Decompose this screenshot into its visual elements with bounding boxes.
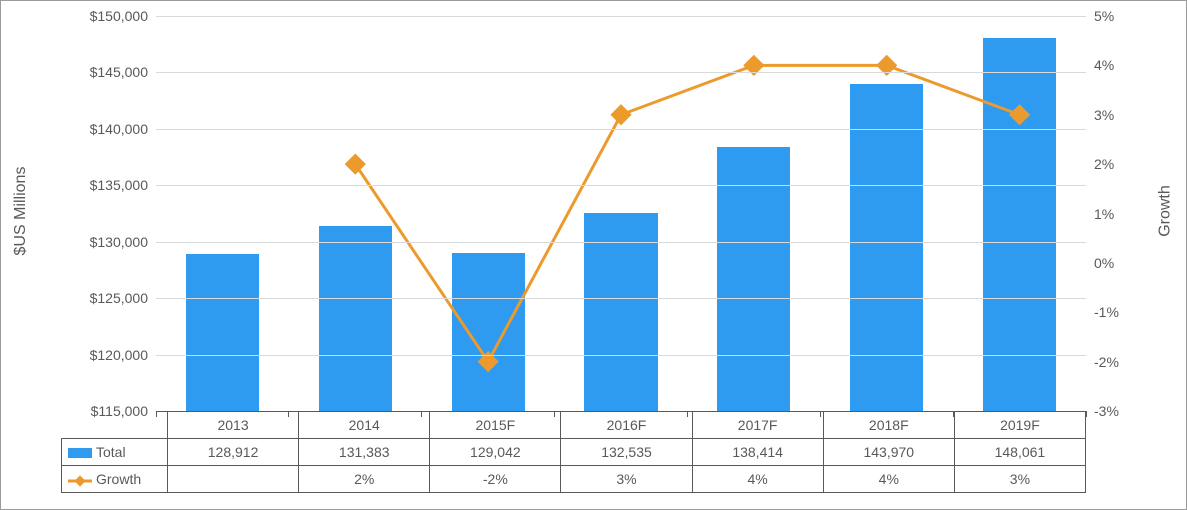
legend-total-label: Total — [96, 444, 126, 460]
category-header: 2018F — [823, 412, 954, 439]
y2-tick-label: -3% — [1094, 403, 1119, 419]
growth-marker-diamond-icon — [345, 154, 365, 174]
gridline — [156, 355, 1086, 356]
category-header: 2015F — [430, 412, 561, 439]
gridline — [156, 72, 1086, 73]
y1-tick-label: $115,000 — [91, 403, 148, 419]
y1-tick-label: $145,000 — [90, 64, 148, 80]
total-cell: 131,383 — [299, 439, 430, 466]
growth-cell: -2% — [430, 466, 561, 493]
total-row: Total 128,912 131,383 129,042 132,535 13… — [62, 439, 1086, 466]
legend-growth-label: Growth — [96, 471, 141, 487]
y1-tick-label: $125,000 — [90, 290, 148, 306]
growth-line — [355, 65, 1019, 361]
growth-marker-diamond-icon — [611, 105, 631, 125]
growth-marker-diamond-icon — [1010, 105, 1030, 125]
line-layer — [156, 16, 1086, 411]
y1-axis-title: $US Millions — [12, 167, 30, 256]
legend-swatch-bar-icon — [68, 448, 92, 458]
gridline — [156, 298, 1086, 299]
legend-swatch-line-icon — [68, 474, 92, 486]
category-header-row: 2013 2014 2015F 2016F 2017F 2018F 2019F — [62, 412, 1086, 439]
y1-tick-label: $140,000 — [90, 121, 148, 137]
growth-row: Growth 2% -2% 3% 4% 4% 3% — [62, 466, 1086, 493]
legend-total: Total — [62, 439, 168, 466]
y1-tick-label: $120,000 — [90, 347, 148, 363]
y1-tick-label: $130,000 — [90, 234, 148, 250]
gridline — [156, 185, 1086, 186]
y2-tick-label: 1% — [1094, 206, 1114, 222]
y2-tick-label: 2% — [1094, 156, 1114, 172]
y2-tick-label: 3% — [1094, 107, 1114, 123]
growth-cell: 4% — [823, 466, 954, 493]
plot-area — [156, 16, 1086, 411]
gridline — [156, 16, 1086, 17]
category-header: 2014 — [299, 412, 430, 439]
growth-cell: 4% — [692, 466, 823, 493]
combo-chart: $US Millions Growth 2013 2014 2015F 2016… — [0, 0, 1187, 510]
total-cell: 138,414 — [692, 439, 823, 466]
legend-growth: Growth — [62, 466, 168, 493]
growth-cell: 2% — [299, 466, 430, 493]
y2-tick-label: 5% — [1094, 8, 1114, 24]
y2-tick-label: 4% — [1094, 57, 1114, 73]
total-cell: 148,061 — [954, 439, 1085, 466]
category-header: 2017F — [692, 412, 823, 439]
total-cell: 143,970 — [823, 439, 954, 466]
growth-cell: 3% — [561, 466, 692, 493]
category-header: 2013 — [168, 412, 299, 439]
gridline — [156, 242, 1086, 243]
y2-tick-label: 0% — [1094, 255, 1114, 271]
growth-cell — [168, 466, 299, 493]
total-cell: 128,912 — [168, 439, 299, 466]
y2-tick-label: -2% — [1094, 354, 1119, 370]
growth-cell: 3% — [954, 466, 1085, 493]
y2-axis-title: Growth — [1157, 185, 1175, 237]
category-header: 2016F — [561, 412, 692, 439]
y1-tick-label: $150,000 — [90, 8, 148, 24]
data-table: 2013 2014 2015F 2016F 2017F 2018F 2019F … — [61, 411, 1086, 493]
y2-tick-label: -1% — [1094, 304, 1119, 320]
total-cell: 132,535 — [561, 439, 692, 466]
y1-tick-label: $135,000 — [90, 177, 148, 193]
category-header: 2019F — [954, 412, 1085, 439]
gridline — [156, 129, 1086, 130]
total-cell: 129,042 — [430, 439, 561, 466]
